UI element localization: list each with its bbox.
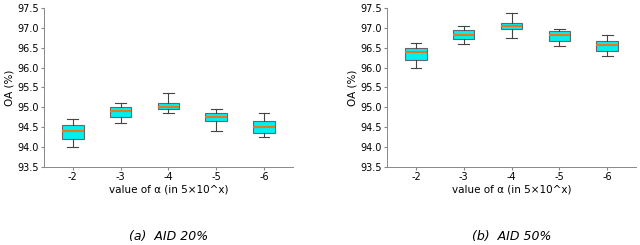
- PathPatch shape: [205, 113, 227, 121]
- Y-axis label: OA (%): OA (%): [4, 69, 14, 106]
- Y-axis label: OA (%): OA (%): [348, 69, 357, 106]
- Text: (a)  AID 20%: (a) AID 20%: [129, 230, 208, 243]
- PathPatch shape: [62, 125, 84, 139]
- X-axis label: value of α (in 5×10^x): value of α (in 5×10^x): [452, 185, 572, 195]
- PathPatch shape: [453, 30, 474, 39]
- PathPatch shape: [110, 107, 131, 117]
- PathPatch shape: [157, 103, 179, 109]
- PathPatch shape: [548, 31, 570, 41]
- PathPatch shape: [405, 48, 427, 60]
- PathPatch shape: [596, 41, 618, 51]
- X-axis label: value of α (in 5×10^x): value of α (in 5×10^x): [109, 185, 228, 195]
- PathPatch shape: [253, 121, 275, 133]
- Text: (b)  AID 50%: (b) AID 50%: [472, 230, 551, 243]
- PathPatch shape: [500, 23, 522, 29]
